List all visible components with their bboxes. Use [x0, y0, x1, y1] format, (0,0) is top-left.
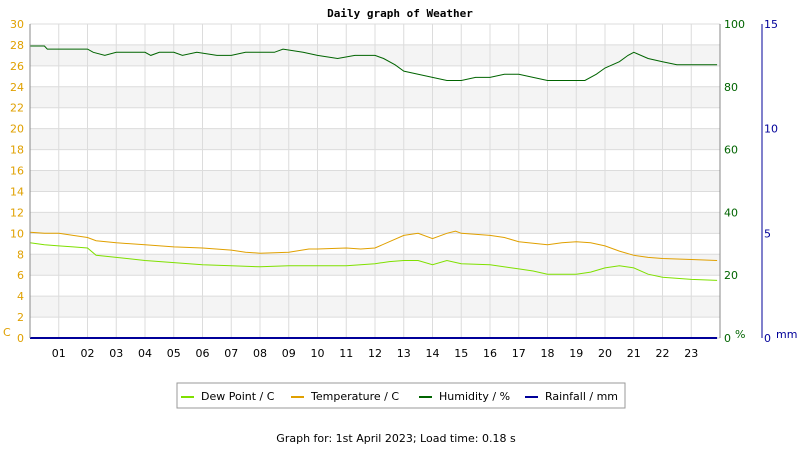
x-tick-label: 20 [598, 347, 612, 360]
left-tick-label: 30 [10, 18, 24, 31]
left-tick-label: 18 [10, 144, 24, 157]
series-lines [29, 45, 718, 339]
x-tick-label: 05 [167, 347, 181, 360]
left-unit-label: C [3, 326, 11, 339]
far-right-tick-label: 10 [764, 123, 778, 136]
x-tick-label: 07 [224, 347, 238, 360]
x-tick-label: 13 [397, 347, 411, 360]
right-tick-label: 60 [724, 144, 738, 157]
left-tick-label: 14 [10, 185, 24, 198]
left-tick-label: 22 [10, 102, 24, 115]
x-tick-label: 06 [196, 347, 210, 360]
far-right-tick-label: 15 [764, 18, 778, 31]
legend-label: Dew Point / C [201, 390, 275, 403]
x-tick-label: 19 [569, 347, 583, 360]
x-tick-label: 16 [483, 347, 497, 360]
left-tick-label: 26 [10, 60, 24, 73]
right-tick-label: 40 [724, 206, 738, 219]
right-unit-label: % [735, 328, 745, 341]
chart-footer: Graph for: 1st April 2023; Load time: 0.… [276, 432, 516, 445]
left-tick-label: 28 [10, 39, 24, 52]
legend-label: Rainfall / mm [545, 390, 618, 403]
x-tick-label: 23 [684, 347, 698, 360]
x-tick-label: 22 [656, 347, 670, 360]
left-tick-label: 16 [10, 165, 24, 178]
x-tick-label: 03 [109, 347, 123, 360]
left-tick-label: 12 [10, 206, 24, 219]
right-tick-label: 20 [724, 269, 738, 282]
left-tick-label: 6 [17, 269, 24, 282]
x-tick-label: 08 [253, 347, 267, 360]
legend: Dew Point / C Temperature / C Humidity / %… [176, 382, 626, 409]
x-tick-label: 18 [541, 347, 555, 360]
far-right-tick-label: 0 [764, 332, 771, 345]
x-tick-label: 04 [138, 347, 152, 360]
left-tick-label: 8 [17, 248, 24, 261]
far-right-unit-label: mm [776, 328, 797, 341]
x-tick-label: 14 [426, 347, 440, 360]
right-tick-label: 100 [724, 18, 745, 31]
legend-label: Temperature / C [310, 390, 399, 403]
x-tick-label: 10 [311, 347, 325, 360]
legend-box [176, 382, 626, 409]
series-line-2 [30, 45, 718, 81]
series-line-0 [29, 242, 718, 281]
right-tick-label: 80 [724, 81, 738, 94]
right-tick-label: 0 [724, 332, 731, 345]
far-right-tick-label: 5 [764, 227, 771, 240]
chart-title: Daily graph of Weather [327, 7, 473, 20]
x-tick-label: 11 [339, 347, 353, 360]
left-tick-label: 20 [10, 123, 24, 136]
left-tick-label: 0 [17, 332, 24, 345]
x-tick-label: 21 [627, 347, 641, 360]
left-tick-label: 4 [17, 290, 24, 303]
x-tick-label: 15 [454, 347, 468, 360]
legend-label: Humidity / % [439, 390, 510, 403]
left-tick-label: 24 [10, 81, 24, 94]
x-tick-label: 17 [512, 347, 526, 360]
x-tick-label: 09 [282, 347, 296, 360]
x-tick-label: 02 [81, 347, 95, 360]
series-line-1 [29, 230, 718, 261]
x-tick-label: 12 [368, 347, 382, 360]
left-tick-label: 2 [17, 311, 24, 324]
x-tick-label: 01 [52, 347, 66, 360]
left-tick-label: 10 [10, 227, 24, 240]
